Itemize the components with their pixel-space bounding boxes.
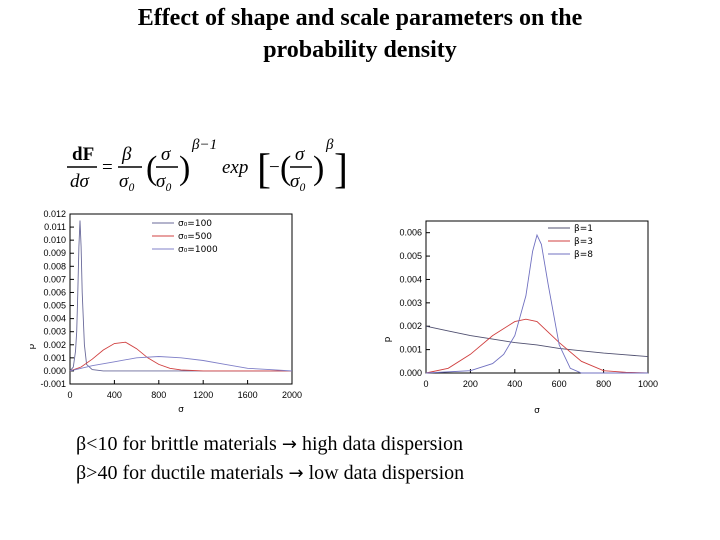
bullet-ductile-text2: low data dispersion: [308, 462, 465, 484]
x-axis-label: σ: [534, 406, 540, 416]
bullet-brittle-text1: β<10 for brittle materials: [76, 433, 277, 455]
series-line: [69, 220, 292, 372]
formula-lhs-num: dF: [72, 144, 94, 165]
y-tick-label: 0.004: [43, 314, 66, 324]
legend-entry: β=3: [574, 237, 593, 247]
legend-entry: σ₀=1000: [178, 245, 218, 255]
formula-beta-exp: β: [325, 137, 334, 153]
plot-frame: [69, 213, 293, 385]
formula-sigma0-b: σ₀: [156, 171, 172, 192]
legend-entry: σ₀=100: [178, 219, 212, 229]
x-tick-label: 400: [107, 390, 122, 400]
bullet-list: β<10 for brittle materials → high data d…: [76, 430, 464, 488]
slide-title: Effect of shape and scale parameters on …: [0, 2, 720, 66]
y-tick-label: 0.010: [43, 235, 66, 245]
weibull-density-formula: dF dσ = β σ₀ ( σ σ₀ ) β−1 exp [ − ( σ σ₀…: [67, 137, 347, 193]
formula-sigma0-a: σ₀: [119, 171, 135, 192]
paren-close-b: ): [313, 150, 324, 187]
formula-eq: =: [102, 157, 113, 178]
y-tick-label: 0.004: [399, 274, 422, 284]
formula-sigma-b: σ: [295, 144, 305, 165]
y-tick-label: 0.006: [43, 287, 66, 297]
bullet-ductile: β>40 for ductile materials → low data di…: [76, 459, 464, 488]
x-tick-label: 0: [423, 379, 428, 389]
y-tick-label: 0.012: [43, 209, 66, 219]
y-tick-label: 0.008: [43, 261, 66, 271]
legend-entry: β=8: [574, 250, 593, 260]
paren-open-b: (: [280, 150, 291, 187]
right-arrow-icon: →: [288, 463, 304, 484]
bullet-ductile-text1: β>40 for ductile materials: [76, 462, 284, 484]
x-tick-label: 800: [151, 390, 166, 400]
y-tick-label: 0.007: [43, 274, 66, 284]
y-tick-label: 0.003: [399, 298, 422, 308]
formula-exp: exp: [222, 157, 248, 178]
y-tick-label: 0.006: [399, 228, 422, 238]
paren-close-a: ): [179, 150, 190, 187]
x-tick-label: 600: [552, 379, 567, 389]
legend-entry: β=1: [574, 224, 593, 234]
bullet-brittle-text2: high data dispersion: [301, 433, 464, 455]
x-tick-label: 1200: [193, 390, 213, 400]
plot-frame: [425, 220, 649, 374]
chart-shape-parameter: 0.000 0.001 0.002 0.003 0.004 0.005 0.006 0 200 4…: [383, 220, 658, 416]
formula-minus: −: [269, 157, 280, 178]
bracket-close: ]: [334, 147, 347, 193]
y-tick-label: 0.002: [399, 321, 422, 331]
series-line: [69, 356, 293, 372]
formula-lhs-den: dσ: [70, 171, 90, 192]
right-arrow-icon: →: [281, 434, 297, 455]
y-tick-label: 0.002: [43, 340, 66, 350]
series-line: [425, 325, 649, 358]
x-tick-label: 400: [507, 379, 522, 389]
x-tick-label: 2000: [282, 390, 302, 400]
formula-sigma-a: σ: [161, 144, 171, 165]
y-tick-label: 0.000: [399, 368, 422, 378]
y-axis-label: p: [383, 336, 393, 342]
legend-entry: σ₀=500: [178, 232, 212, 242]
chart-scale-parameter: -0.001 0.000 0.001 0.002 0.003 0.004 0.005 0.00…: [30, 209, 302, 415]
formula-beta: β: [121, 144, 132, 165]
y-axis-label: p: [30, 343, 37, 349]
x-tick-label: 1600: [238, 390, 258, 400]
y-tick-label: 0.000: [43, 366, 66, 376]
y-tick-label: 0.001: [399, 345, 422, 355]
y-tick-label: -0.001: [40, 379, 66, 389]
series-line: [69, 341, 292, 372]
x-tick-label: 200: [463, 379, 478, 389]
series-line: [425, 233, 648, 374]
bullet-brittle: β<10 for brittle materials → high data d…: [76, 430, 464, 459]
y-tick-label: 0.005: [399, 251, 422, 261]
y-tick-label: 0.011: [44, 222, 66, 232]
paren-open-a: (: [146, 150, 157, 187]
bracket-open: [: [257, 147, 271, 193]
title-line-1: Effect of shape and scale parameters on …: [137, 5, 583, 31]
formula-exponent: β−1: [191, 137, 217, 153]
series-line: [425, 318, 649, 374]
formula-sigma0-c: σ₀: [290, 171, 306, 192]
y-tick-label: 0.003: [43, 327, 66, 337]
y-tick-label: 0.001: [43, 353, 66, 363]
title-line-2: probability density: [263, 37, 457, 63]
x-tick-label: 0: [67, 390, 72, 400]
y-tick-label: 0.009: [43, 248, 66, 258]
y-tick-label: 0.005: [43, 301, 66, 311]
x-tick-label: 800: [596, 379, 611, 389]
x-axis-label: σ: [178, 405, 184, 415]
x-tick-label: 1000: [638, 379, 658, 389]
